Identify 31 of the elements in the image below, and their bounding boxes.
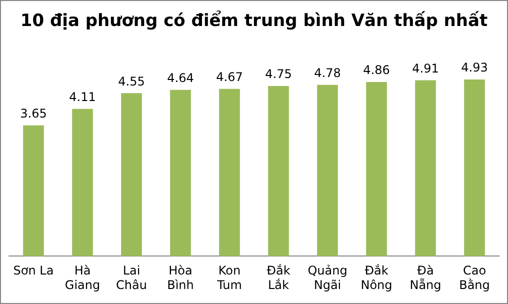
x-tick-label: Đắk Nông: [360, 264, 392, 292]
bar: [268, 86, 289, 256]
data-label: 4.93: [461, 60, 488, 75]
bar: [415, 80, 436, 256]
data-label: 4.55: [118, 74, 145, 88]
chart-title: 10 địa phương có điểm trung bình Văn thấp nhất: [19, 11, 489, 31]
x-tick-label: Sơn La: [13, 264, 54, 278]
x-tick-label: Cao Bằng: [459, 264, 490, 292]
data-label: 4.86: [363, 63, 390, 78]
bar: [170, 90, 191, 256]
x-tick-label: Lai Châu: [116, 264, 147, 292]
bar: [72, 108, 93, 256]
x-tick-label: Kon Tum: [216, 264, 242, 292]
x-tick-label: Hòa Bình: [167, 264, 194, 292]
x-tick-label: Đắk Lắk: [266, 264, 290, 292]
data-label: 4.78: [314, 66, 341, 80]
data-label: 4.91: [412, 61, 439, 76]
x-tick-label: Đà Nẵng: [410, 264, 442, 292]
x-tick-label: Quảng Ngãi: [308, 264, 348, 292]
data-label: 4.64: [167, 71, 194, 86]
data-label: 3.65: [20, 106, 47, 121]
bar: [121, 93, 142, 256]
bar: [23, 125, 44, 256]
data-label: 4.67: [216, 70, 243, 84]
bar: [317, 84, 338, 256]
bar: [464, 80, 485, 256]
x-tick-label: Hà Giang: [64, 264, 100, 292]
bar: [366, 82, 387, 256]
bar: [219, 88, 240, 256]
data-label: 4.11: [69, 90, 96, 104]
data-label: 4.75: [265, 67, 292, 82]
